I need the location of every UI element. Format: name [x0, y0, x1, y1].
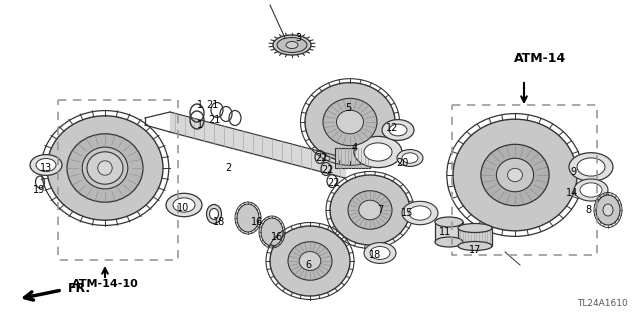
Ellipse shape: [481, 144, 549, 206]
Ellipse shape: [207, 204, 221, 224]
Ellipse shape: [508, 168, 522, 182]
Ellipse shape: [359, 200, 381, 220]
Ellipse shape: [82, 147, 128, 189]
Text: ATM-14: ATM-14: [514, 51, 566, 64]
Text: FR.: FR.: [68, 281, 91, 294]
Ellipse shape: [261, 218, 283, 246]
Ellipse shape: [30, 155, 62, 175]
Text: 22: 22: [322, 165, 334, 175]
Text: 18: 18: [213, 217, 225, 227]
Ellipse shape: [435, 237, 463, 247]
Ellipse shape: [397, 150, 423, 167]
Text: 12: 12: [386, 123, 398, 133]
Ellipse shape: [305, 83, 395, 161]
Text: 11: 11: [439, 227, 451, 237]
Ellipse shape: [497, 158, 534, 192]
Text: 7: 7: [377, 205, 383, 215]
Ellipse shape: [364, 243, 396, 263]
Ellipse shape: [237, 204, 259, 232]
Ellipse shape: [364, 143, 392, 161]
FancyBboxPatch shape: [435, 222, 463, 242]
Ellipse shape: [47, 116, 163, 220]
Ellipse shape: [569, 153, 613, 181]
Ellipse shape: [402, 201, 438, 225]
Text: 17: 17: [469, 245, 481, 255]
Ellipse shape: [577, 158, 605, 176]
Ellipse shape: [277, 38, 307, 53]
Text: 15: 15: [401, 208, 413, 218]
Text: 16: 16: [251, 217, 263, 227]
Ellipse shape: [458, 224, 492, 233]
Text: 14: 14: [566, 188, 578, 198]
Text: 5: 5: [345, 103, 351, 113]
Ellipse shape: [300, 252, 321, 271]
Text: 3: 3: [295, 33, 301, 43]
Text: 22: 22: [316, 153, 328, 163]
Text: 1: 1: [197, 120, 203, 130]
Ellipse shape: [323, 98, 377, 146]
Text: 13: 13: [40, 163, 52, 173]
Ellipse shape: [580, 183, 602, 197]
Ellipse shape: [337, 110, 364, 134]
Ellipse shape: [330, 175, 410, 245]
Ellipse shape: [389, 124, 407, 136]
Ellipse shape: [453, 119, 577, 231]
Text: 21: 21: [208, 115, 220, 125]
Ellipse shape: [603, 204, 613, 216]
Text: 19: 19: [33, 185, 45, 195]
Ellipse shape: [402, 153, 418, 163]
Text: ATM-14-10: ATM-14-10: [72, 279, 138, 289]
FancyBboxPatch shape: [458, 228, 492, 246]
Ellipse shape: [173, 198, 195, 212]
Text: 8: 8: [585, 205, 591, 215]
Ellipse shape: [286, 41, 298, 48]
Ellipse shape: [273, 35, 311, 55]
Ellipse shape: [67, 134, 143, 202]
Ellipse shape: [36, 159, 56, 172]
Text: 10: 10: [177, 203, 189, 213]
Text: 9: 9: [570, 167, 576, 177]
Ellipse shape: [87, 152, 123, 184]
FancyBboxPatch shape: [335, 148, 370, 168]
Ellipse shape: [596, 195, 620, 225]
Ellipse shape: [370, 247, 390, 259]
Ellipse shape: [209, 209, 218, 219]
Ellipse shape: [348, 191, 392, 229]
Text: 4: 4: [352, 143, 358, 153]
Ellipse shape: [435, 217, 463, 227]
Text: 2: 2: [225, 163, 231, 173]
Ellipse shape: [270, 226, 350, 296]
Ellipse shape: [409, 206, 431, 220]
Ellipse shape: [166, 193, 202, 217]
Text: 20: 20: [396, 158, 408, 168]
Ellipse shape: [354, 137, 402, 167]
Ellipse shape: [98, 161, 112, 175]
Ellipse shape: [288, 242, 332, 280]
Text: 1: 1: [197, 100, 203, 110]
Text: 22: 22: [328, 178, 340, 188]
Text: 16: 16: [271, 232, 283, 242]
Ellipse shape: [458, 241, 492, 250]
Text: 6: 6: [305, 260, 311, 270]
Ellipse shape: [382, 120, 414, 140]
Text: 18: 18: [369, 250, 381, 260]
Text: TL24A1610: TL24A1610: [577, 299, 628, 308]
Ellipse shape: [574, 179, 608, 201]
Text: 21: 21: [206, 100, 218, 110]
